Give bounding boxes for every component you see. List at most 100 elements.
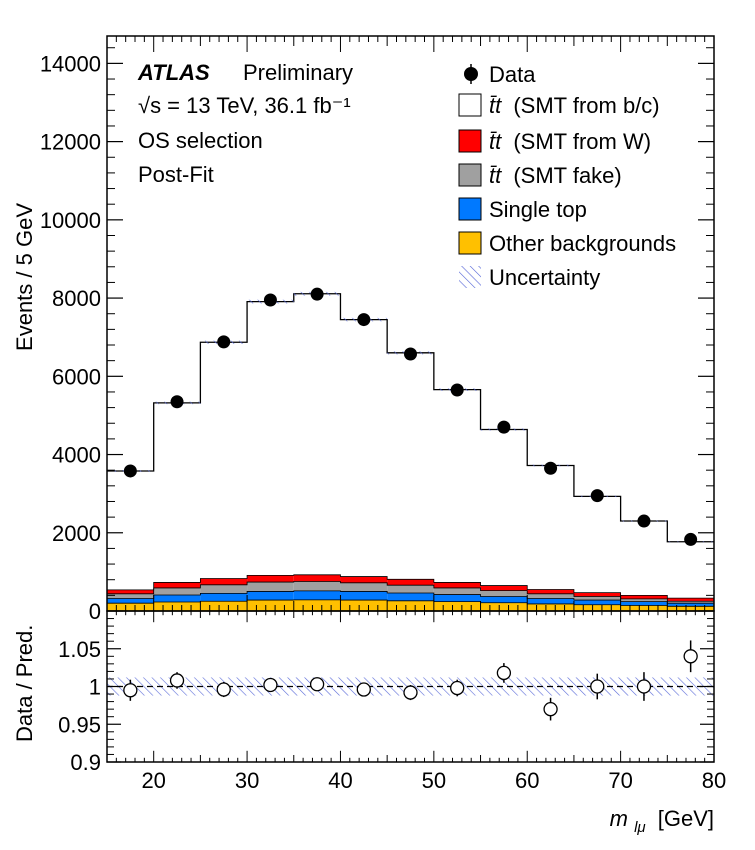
main-ytick-label-4: 8000	[52, 286, 101, 311]
stack-bar-2-10	[573, 596, 621, 601]
stack-bar-1-8	[480, 596, 528, 603]
main-ytick-label-2: 4000	[52, 443, 101, 468]
ratio-point-9	[543, 702, 558, 717]
legend: Data t̄t (SMT from b/c) t̄t (SMT from W)	[458, 62, 676, 290]
x-tick-label-2: 40	[328, 768, 352, 793]
stack-bar-0-12	[667, 606, 714, 611]
stack-bar-0-8	[480, 602, 528, 611]
main-ytick-label-7: 14000	[40, 51, 101, 76]
legend-entry-other: Other backgrounds	[458, 231, 676, 256]
stack-bar-1-11	[620, 601, 668, 606]
ratio-y-ticks: 0.9 0.95 1 1.05	[58, 618, 714, 775]
main-y-axis-title: Events / 5 GeV	[12, 203, 37, 351]
stack-bar-0-4	[293, 599, 341, 611]
stack-bar-1-10	[573, 600, 621, 605]
x-tick-label-5: 70	[608, 768, 632, 793]
legend-entry-uncertainty: Uncertainty	[459, 265, 600, 290]
stack-bar-4-3	[247, 301, 294, 576]
stack-bar-1-7	[433, 594, 481, 602]
legend-entry-data: Data	[464, 62, 536, 87]
legend-label-ttbar-bc: t̄t (SMT from b/c)	[489, 93, 660, 118]
ratio-point-2	[216, 682, 231, 697]
stack-bar-4-8	[480, 429, 528, 586]
main-ytick-label-0: 0	[89, 599, 101, 624]
stack-bar-4-0	[107, 470, 154, 590]
legend-swatch-ttbar-bc	[458, 93, 482, 117]
legend-swatch-ttbar-w	[458, 129, 482, 153]
stack-bar-2-2	[200, 584, 248, 594]
data-points	[123, 287, 698, 546]
stack-bar-1-6	[387, 593, 434, 601]
stack-bar-2-1	[153, 587, 201, 595]
stack-bar-2-0	[107, 593, 154, 599]
main-ytick-label-5: 10000	[40, 208, 101, 233]
ratio-point-5	[356, 682, 371, 697]
ratio-point-1	[169, 673, 185, 688]
data-point-5	[357, 313, 371, 327]
stack-outline-1	[107, 590, 714, 604]
main-y-ticks: 0 2000 4000 6000 8000 10000 12000 14000	[40, 47, 714, 624]
ratio-y-axis-title: Data / Pred.	[12, 625, 37, 742]
main-x-ticks	[106, 36, 715, 611]
stack-bar-0-3	[247, 600, 294, 611]
ratio-ytick-label-0: 0.9	[70, 750, 101, 775]
stack-bar-1-2	[200, 593, 248, 602]
stack-bar-3-12	[667, 598, 714, 602]
data-point-3	[263, 293, 277, 307]
stack-bar-4-10	[573, 496, 621, 593]
stacked-histogram	[106, 293, 714, 611]
stack-bar-2-11	[620, 598, 668, 602]
stack-bar-3-5	[340, 576, 388, 583]
legend-entry-ttbar-w: t̄t (SMT from W)	[458, 129, 651, 154]
selection-label: OS selection	[138, 128, 263, 153]
stack-outline-0	[107, 599, 714, 607]
legend-label-uncertainty: Uncertainty	[489, 265, 600, 290]
legend-marker-data	[464, 67, 478, 81]
ratio-plot-panel: 0.9 0.95 1 1.05 20 30 40 50 60 70 80 Data / Pred.…	[12, 610, 726, 837]
ratio-point-12	[683, 649, 698, 664]
ratio-points	[123, 640, 698, 721]
legend-entry-ttbar-fake: t̄t (SMT fake)	[458, 163, 622, 188]
main-plot-panel: 0 2000 4000 6000 8000 10000 12000 14000 Events …	[12, 35, 715, 624]
stack-bar-0-11	[620, 605, 668, 611]
stack-bar-4-6	[387, 352, 434, 580]
atlas-sublabel: Preliminary	[243, 60, 353, 85]
stack-bar-3-11	[620, 595, 668, 599]
x-axis-title: m lμ [GeV]	[610, 806, 714, 837]
data-point-12	[684, 532, 698, 546]
atlas-label: ATLAS	[137, 60, 210, 85]
x-tick-label-1: 30	[235, 768, 259, 793]
stack-bar-4-11	[620, 521, 668, 596]
stack-bar-1-0	[107, 598, 154, 604]
data-point-7	[450, 383, 464, 397]
ratio-point-8	[496, 665, 512, 681]
fit-label: Post-Fit	[138, 162, 214, 187]
stack-bar-3-8	[480, 585, 528, 591]
stack-bar-0-9	[527, 603, 574, 611]
stack-bar-1-5	[340, 591, 388, 601]
stack-bar-3-2	[200, 578, 248, 585]
x-tick-label-4: 60	[515, 768, 539, 793]
stack-bar-3-7	[433, 582, 481, 588]
x-tick-label-3: 50	[422, 768, 446, 793]
legend-swatch-other	[458, 231, 482, 255]
ratio-point-7	[450, 680, 465, 696]
ratio-point-3	[263, 677, 278, 693]
ratio-point-11	[636, 679, 652, 694]
stack-bar-3-10	[573, 592, 621, 597]
stack-bar-1-1	[153, 594, 201, 603]
stack-bar-4-1	[153, 402, 201, 583]
stack-bar-3-3	[247, 575, 294, 583]
stack-bar-3-0	[107, 589, 154, 594]
legend-label-single-top: Single top	[489, 197, 587, 222]
stack-bar-4-2	[200, 342, 248, 579]
main-ytick-label-3: 6000	[52, 364, 101, 389]
stack-bar-0-1	[153, 602, 201, 611]
stack-bar-2-9	[527, 593, 574, 599]
data-point-8	[497, 420, 511, 434]
stack-bar-1-9	[527, 598, 574, 604]
legend-swatch-uncertainty	[459, 266, 481, 288]
stack-bar-0-5	[340, 600, 388, 611]
stack-outline-2	[107, 581, 714, 602]
stack-bar-4-5	[340, 319, 388, 577]
